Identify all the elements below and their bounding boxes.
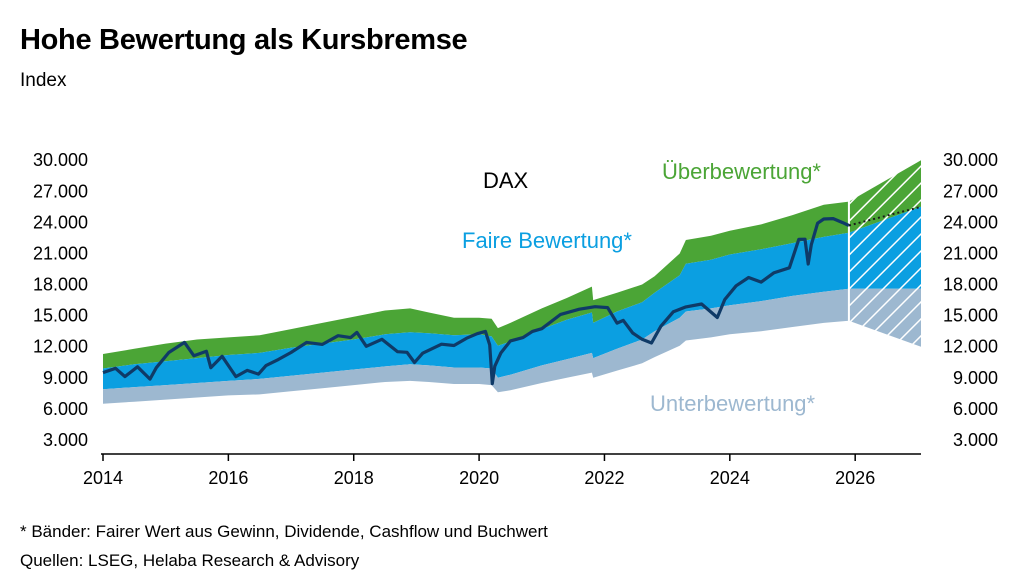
x-tick-label: 2022 [584, 468, 624, 488]
x-tick-label: 2014 [83, 468, 123, 488]
y-tick-label-right: 6.000 [953, 399, 998, 419]
forecast-band-fair-valuation [848, 206, 921, 289]
y-tick-label-left: 30.000 [33, 150, 88, 170]
y-tick-label-left: 18.000 [33, 275, 88, 295]
valuation-bands [103, 201, 849, 404]
x-tick-label: 2018 [334, 468, 374, 488]
series-label-dax: DAX [483, 168, 529, 193]
y-tick-label-right: 3.000 [953, 430, 998, 450]
y-tick-label-right: 18.000 [943, 275, 998, 295]
y-tick-label-left: 6.000 [43, 399, 88, 419]
forecast-bands [847, 160, 921, 347]
y-tick-label-left: 27.000 [33, 181, 88, 201]
annotation-overvaluation: Überbewertung* [662, 159, 821, 184]
x-tick-label: 2020 [459, 468, 499, 488]
y-tick-label-left: 3.000 [43, 430, 88, 450]
y-tick-label-right: 24.000 [943, 212, 998, 232]
chart-unit-label: Index [20, 70, 67, 91]
y-tick-label-right: 27.000 [943, 181, 998, 201]
chart-title: Hohe Bewertung als Kursbremse [20, 24, 468, 56]
footnote-bands: * Bänder: Fairer Wert aus Gewinn, Divide… [20, 522, 548, 541]
y-tick-label-right: 30.000 [943, 150, 998, 170]
y-tick-label-left: 9.000 [43, 368, 88, 388]
y-tick-label-right: 21.000 [943, 243, 998, 263]
x-tick-label: 2016 [208, 468, 248, 488]
axes: 2014 2016 2018 2020 2022 2024 2026 30.000 27.000… [33, 150, 998, 488]
x-tick-label: 2026 [835, 468, 875, 488]
x-tick-label: 2024 [710, 468, 750, 488]
dax-line-layer [102, 205, 922, 386]
band-undervaluation [103, 288, 849, 404]
dax-line [102, 217, 850, 386]
y-tick-label-left: 24.000 [33, 212, 88, 232]
y-tick-label-right: 15.000 [943, 306, 998, 326]
y-tick-label-left: 21.000 [33, 243, 88, 263]
y-tick-label-left: 12.000 [33, 337, 88, 357]
footnote-sources: Quellen: LSEG, Helaba Research & Advisor… [20, 551, 360, 570]
y-tick-label-left: 15.000 [33, 306, 88, 326]
forecast-band-undervaluation [848, 288, 921, 347]
band-fair-valuation [103, 232, 849, 390]
forecast-band-overvaluation [848, 160, 921, 233]
annotation-fair-valuation: Faire Bewertung* [462, 228, 632, 253]
annotation-undervaluation: Unterbewertung* [650, 391, 816, 416]
band-overvaluation [103, 201, 849, 369]
y-tick-label-right: 9.000 [953, 368, 998, 388]
y-tick-label-right: 12.000 [943, 337, 998, 357]
